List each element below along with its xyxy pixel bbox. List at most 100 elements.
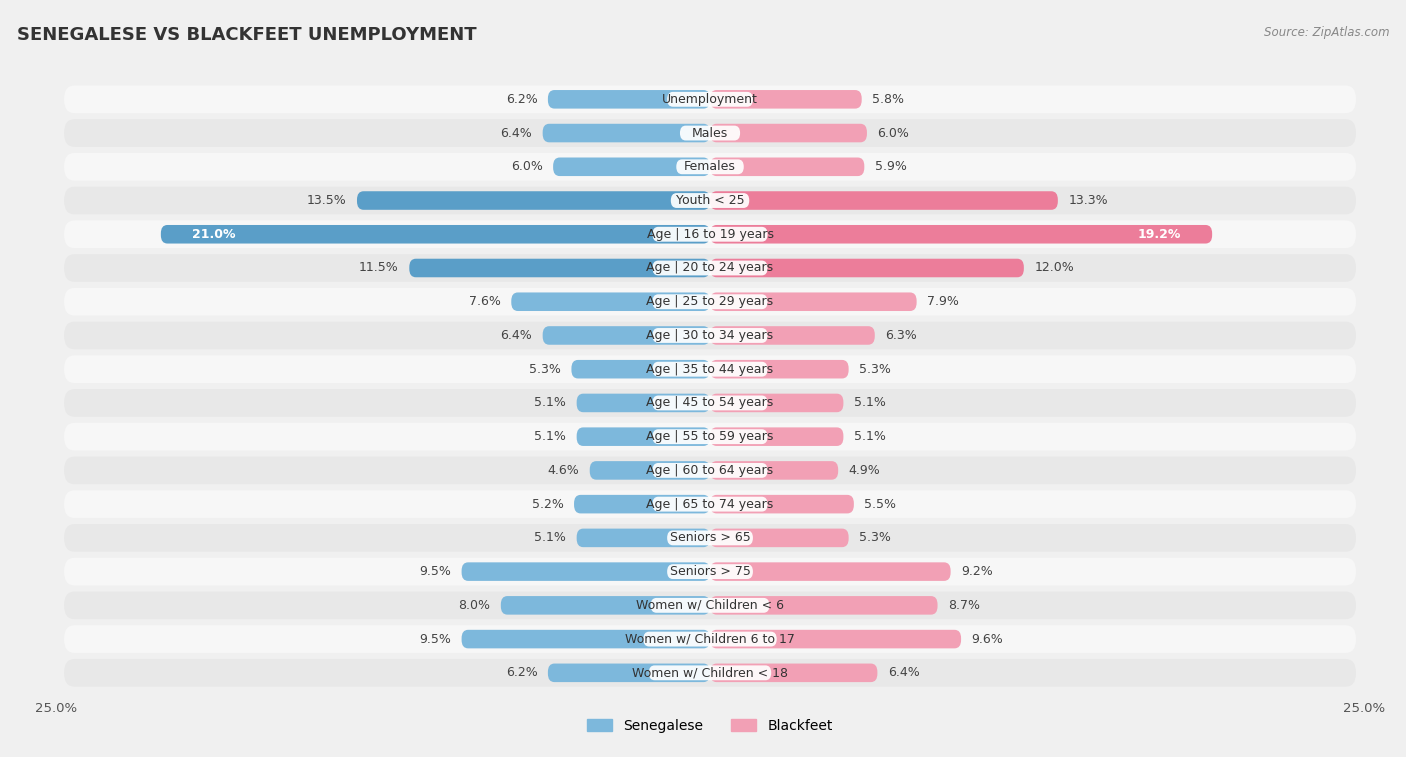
FancyBboxPatch shape [65,119,1355,147]
Text: 6.4%: 6.4% [887,666,920,679]
FancyBboxPatch shape [160,225,710,244]
FancyBboxPatch shape [710,259,1024,277]
Text: 11.5%: 11.5% [359,261,399,275]
Text: 9.2%: 9.2% [962,565,993,578]
FancyBboxPatch shape [65,153,1355,181]
Text: Age | 30 to 34 years: Age | 30 to 34 years [647,329,773,342]
FancyBboxPatch shape [65,220,1355,248]
FancyBboxPatch shape [65,625,1355,653]
FancyBboxPatch shape [710,225,1212,244]
Text: 5.3%: 5.3% [859,363,891,375]
Text: 6.4%: 6.4% [501,126,533,139]
FancyBboxPatch shape [543,124,710,142]
Text: Age | 20 to 24 years: Age | 20 to 24 years [647,261,773,275]
FancyBboxPatch shape [710,562,950,581]
FancyBboxPatch shape [710,428,844,446]
Text: 9.5%: 9.5% [419,633,451,646]
Text: 7.9%: 7.9% [927,295,959,308]
Text: Males: Males [692,126,728,139]
FancyBboxPatch shape [671,193,749,208]
Text: 8.0%: 8.0% [458,599,491,612]
Text: 5.1%: 5.1% [534,397,567,410]
Text: Unemployment: Unemployment [662,93,758,106]
FancyBboxPatch shape [576,528,710,547]
Text: Women w/ Children 6 to 17: Women w/ Children 6 to 17 [626,633,794,646]
FancyBboxPatch shape [548,90,710,108]
Text: 6.3%: 6.3% [886,329,917,342]
FancyBboxPatch shape [652,328,768,343]
FancyBboxPatch shape [512,292,710,311]
FancyBboxPatch shape [65,288,1355,316]
Text: Women w/ Children < 18: Women w/ Children < 18 [633,666,787,679]
FancyBboxPatch shape [710,630,962,648]
FancyBboxPatch shape [644,631,776,646]
FancyBboxPatch shape [710,528,849,547]
FancyBboxPatch shape [461,562,710,581]
FancyBboxPatch shape [652,429,768,444]
FancyBboxPatch shape [652,227,768,241]
Text: 5.3%: 5.3% [529,363,561,375]
FancyBboxPatch shape [461,630,710,648]
FancyBboxPatch shape [65,389,1355,417]
FancyBboxPatch shape [710,292,917,311]
FancyBboxPatch shape [666,92,754,107]
FancyBboxPatch shape [648,665,772,681]
FancyBboxPatch shape [65,254,1355,282]
FancyBboxPatch shape [65,591,1355,619]
FancyBboxPatch shape [710,394,844,413]
FancyBboxPatch shape [548,664,710,682]
FancyBboxPatch shape [651,598,769,612]
Text: 5.9%: 5.9% [875,160,907,173]
FancyBboxPatch shape [65,491,1355,518]
Text: 6.2%: 6.2% [506,666,537,679]
Text: 13.3%: 13.3% [1069,194,1108,207]
Text: 9.6%: 9.6% [972,633,1004,646]
FancyBboxPatch shape [65,86,1355,113]
Text: 13.5%: 13.5% [307,194,346,207]
FancyBboxPatch shape [710,90,862,108]
Text: Youth < 25: Youth < 25 [676,194,744,207]
FancyBboxPatch shape [65,423,1355,450]
FancyBboxPatch shape [576,428,710,446]
FancyBboxPatch shape [710,157,865,176]
FancyBboxPatch shape [65,558,1355,585]
Text: 5.1%: 5.1% [853,397,886,410]
Text: 4.6%: 4.6% [547,464,579,477]
FancyBboxPatch shape [710,596,938,615]
Text: 5.8%: 5.8% [872,93,904,106]
Text: 19.2%: 19.2% [1137,228,1181,241]
FancyBboxPatch shape [710,326,875,344]
Text: Age | 65 to 74 years: Age | 65 to 74 years [647,497,773,511]
FancyBboxPatch shape [710,192,1057,210]
Text: 12.0%: 12.0% [1035,261,1074,275]
Text: 4.9%: 4.9% [849,464,880,477]
Text: 6.0%: 6.0% [510,160,543,173]
Text: 9.5%: 9.5% [419,565,451,578]
Text: 5.1%: 5.1% [534,430,567,443]
FancyBboxPatch shape [676,160,744,174]
Text: 6.0%: 6.0% [877,126,910,139]
Legend: Senegalese, Blackfeet: Senegalese, Blackfeet [588,719,832,733]
Text: 6.2%: 6.2% [506,93,537,106]
Text: 6.4%: 6.4% [501,329,533,342]
Text: Age | 55 to 59 years: Age | 55 to 59 years [647,430,773,443]
FancyBboxPatch shape [65,659,1355,687]
Text: 5.2%: 5.2% [531,497,564,511]
Text: Source: ZipAtlas.com: Source: ZipAtlas.com [1264,26,1389,39]
FancyBboxPatch shape [652,294,768,309]
Text: 5.3%: 5.3% [859,531,891,544]
FancyBboxPatch shape [652,395,768,410]
Text: Age | 35 to 44 years: Age | 35 to 44 years [647,363,773,375]
Text: Females: Females [685,160,735,173]
FancyBboxPatch shape [65,322,1355,349]
FancyBboxPatch shape [409,259,710,277]
Text: Age | 25 to 29 years: Age | 25 to 29 years [647,295,773,308]
Text: 21.0%: 21.0% [193,228,236,241]
FancyBboxPatch shape [652,497,768,512]
Text: 5.5%: 5.5% [865,497,896,511]
FancyBboxPatch shape [710,495,853,513]
Text: 5.1%: 5.1% [853,430,886,443]
FancyBboxPatch shape [666,564,754,579]
Text: SENEGALESE VS BLACKFEET UNEMPLOYMENT: SENEGALESE VS BLACKFEET UNEMPLOYMENT [17,26,477,45]
FancyBboxPatch shape [681,126,740,141]
